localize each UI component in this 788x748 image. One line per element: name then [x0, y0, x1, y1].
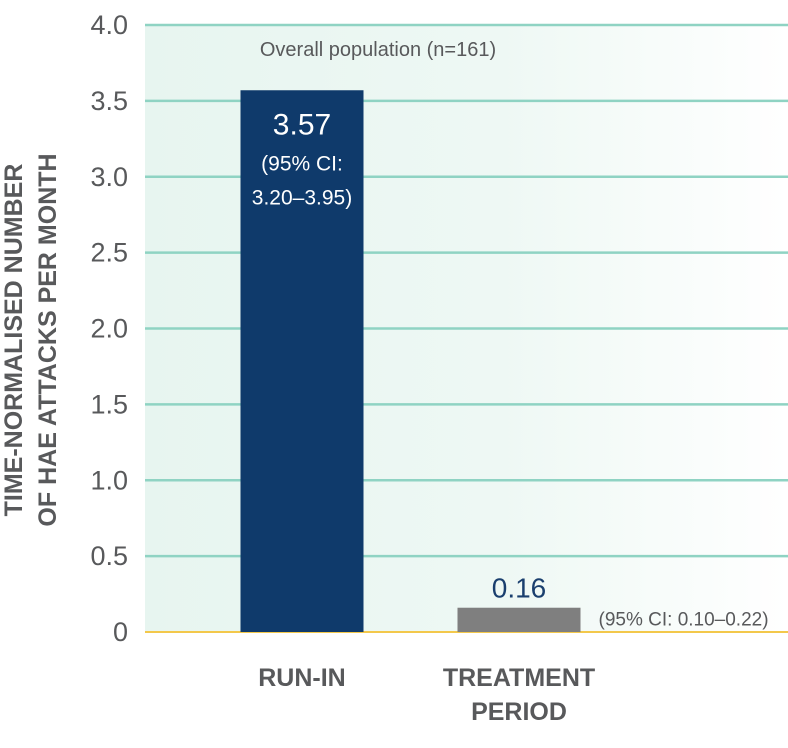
y-tick-label: 0.5	[90, 541, 128, 571]
bar	[240, 90, 364, 632]
y-tick-label: 1.5	[90, 389, 128, 419]
category-label: PERIOD	[471, 698, 567, 726]
bar-ci-label: (95% CI:	[261, 152, 343, 175]
y-tick-label: 0	[113, 617, 128, 647]
y-axis-label-line: TIME-NORMALISED NUMBER	[0, 164, 28, 517]
bar-ci-label: 3.20–3.95)	[252, 186, 352, 209]
bar-ci-label: (95% CI: 0.10–0.22)	[599, 610, 769, 631]
y-axis-ticks: 0 0.5 1.0 1.5 2.0 2.5 3.0 3.5 4.0	[90, 10, 128, 647]
bar-value-label: 3.57	[273, 108, 331, 141]
category-label: RUN-IN	[258, 664, 346, 692]
bar	[457, 607, 581, 632]
y-tick-label: 2.5	[90, 238, 128, 268]
chart-subtitle: Overall population (n=161)	[260, 39, 496, 61]
y-tick-label: 1.0	[90, 465, 128, 495]
category-label: TREATMENT	[443, 664, 595, 692]
category-labels: RUN-IN TREATMENT PERIOD	[258, 664, 595, 726]
y-axis-label-line: OF HAE ATTACKS PER MONTH	[34, 153, 62, 526]
bars: 3.57 (95% CI: 3.20–3.95) 0.16 (95% CI: 0.10–…	[240, 90, 769, 632]
y-tick-label: 3.0	[90, 162, 128, 192]
bar-value-label: 0.16	[492, 573, 547, 604]
y-tick-label: 4.0	[90, 10, 128, 40]
y-tick-label: 3.5	[90, 86, 128, 116]
y-axis-label: TIME-NORMALISED NUMBER OF HAE ATTACKS PER…	[0, 153, 62, 526]
y-tick-label: 2.0	[90, 314, 128, 344]
